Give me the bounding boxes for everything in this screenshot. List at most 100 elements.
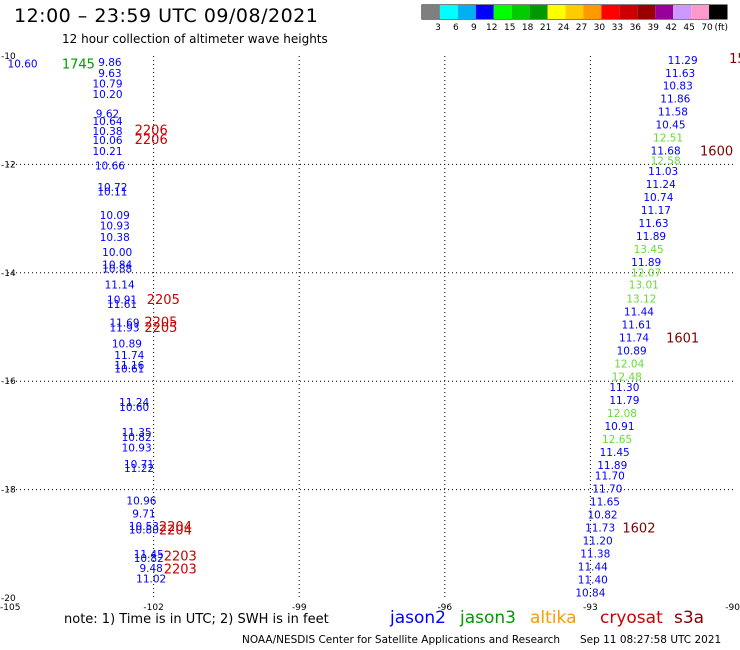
wave-height-label: 11.69	[109, 318, 139, 330]
pass-time-label: 1559	[729, 52, 740, 67]
wave-height-label: 12.07	[631, 267, 661, 279]
wave-height-label: 10.82	[588, 510, 618, 522]
wave-height-label: 11.65	[590, 497, 620, 509]
legend-altika: altika	[530, 608, 577, 628]
wave-height-label: 11.61	[107, 299, 137, 311]
colorbar-swatch	[601, 5, 620, 19]
wave-height-label: 10.93	[100, 221, 130, 233]
pass-time-label: 2203	[164, 563, 197, 578]
wave-height-label: 11.63	[665, 68, 695, 80]
wave-height-label: 10.82	[134, 553, 164, 565]
colorbar-label: 18	[522, 23, 534, 33]
wave-height-label: 10.84	[575, 588, 605, 600]
legend-jason2: jason2	[390, 608, 446, 628]
wave-height-label: 10.61	[114, 364, 144, 376]
wave-height-label: 10.72	[97, 182, 127, 194]
wave-height-label: 11.58	[658, 106, 688, 118]
x-tick-label: -105	[0, 603, 20, 613]
grid-lines	[8, 56, 736, 598]
pass-time-label: 2206	[135, 133, 168, 148]
colorbar-label: 70	[701, 23, 713, 33]
x-tick-label: -102	[143, 603, 163, 613]
wave-height-label: 11.24	[119, 397, 149, 409]
y-tick-label: -16	[1, 377, 16, 387]
colorbar-label: 6	[453, 23, 459, 33]
colorbar-swatch	[529, 5, 548, 19]
wave-height-label: 13.01	[629, 280, 659, 292]
wave-height-label: 10.66	[95, 160, 125, 172]
wave-height-label: 9.62	[96, 108, 119, 120]
wave-height-label: 11.03	[648, 166, 678, 178]
colorbar-swatch	[439, 5, 458, 19]
wave-height-label: 10.45	[655, 119, 685, 131]
colorbar-label: 39	[648, 23, 660, 33]
wave-height-label: 10.88	[102, 263, 132, 275]
wave-height-label: 11.45	[600, 447, 630, 459]
colorbar-label: 9	[471, 23, 477, 33]
pass-time-label: 2205	[144, 316, 177, 331]
wave-height-observations: 10.60 9.869.6310.7910.209.6210.6410.3810.…	[8, 55, 698, 600]
wave-height-label: 11.45	[134, 549, 164, 561]
colorbar-label: 3	[435, 23, 441, 33]
wave-height-label: 10.93	[122, 442, 152, 454]
wave-height-label: 9.71	[132, 508, 155, 520]
wave-height-label: 11.70	[592, 484, 622, 496]
wave-height-label: 10.84	[102, 260, 132, 272]
pass-time-label: 1600	[700, 144, 733, 159]
wave-height-label: 11.61	[621, 319, 651, 331]
wave-height-label: 11.44	[624, 306, 654, 318]
x-tick-label: -93	[583, 603, 598, 613]
wave-height-label: 10.71	[124, 459, 154, 471]
wave-height-label: 11.40	[578, 575, 608, 587]
y-tick-label: -20	[1, 594, 16, 604]
footer-timestamp: Sep 11 08:27:58 UTC 2021	[580, 634, 722, 646]
wave-height-label: 11.68	[651, 145, 681, 157]
wave-height-label: 10.89	[617, 345, 647, 357]
wave-height-label: 12.58	[651, 156, 681, 168]
wave-height-label: 10.60	[8, 59, 38, 71]
colorbar-swatch	[673, 5, 692, 19]
colorbar-label: 24	[558, 23, 570, 33]
colorbar-label: 12	[486, 23, 497, 33]
wave-height-label: 11.89	[636, 231, 666, 243]
wave-height-label: 9.86	[98, 57, 122, 69]
wave-height-label: 12.65	[602, 434, 632, 446]
wave-height-label: 9.63	[98, 68, 121, 80]
wave-height-label: 10.96	[126, 495, 156, 507]
wave-height-label: 11.16	[114, 360, 144, 372]
x-tick-label: -99	[292, 603, 307, 613]
pass-time-label: 2204	[159, 520, 192, 535]
legend-cryosat: cryosat	[600, 608, 663, 628]
wave-height-label: 11.38	[580, 549, 610, 561]
footer-credit: NOAA/NESDIS Center for Satellite Applica…	[242, 634, 560, 646]
wave-height-label: 11.74	[114, 350, 144, 362]
wave-height-label: 13.45	[634, 244, 664, 256]
wave-height-label: 9.48	[139, 563, 162, 575]
wave-height-label: 11.93	[109, 323, 139, 335]
wave-height-label: 13.12	[626, 293, 656, 305]
wave-height-label: 11.24	[646, 179, 676, 191]
axis-tick-labels: -105 -102 -99 -96 -93 -90 -10 -12 -14 -16 -18 -20	[0, 52, 740, 613]
chart-title: 12:00 – 23:59 UTC 09/08/2021	[14, 5, 319, 27]
colorbar-unit: (ft)	[714, 23, 728, 33]
wave-height-label: 10.38	[100, 232, 130, 244]
wave-height-label: 10.64	[92, 116, 122, 128]
wave-height-label: 12.08	[607, 408, 637, 420]
colorbar-label: 21	[540, 23, 551, 33]
pass-time-label: 2206	[135, 124, 168, 139]
wave-height-label: 11.30	[609, 382, 639, 394]
wave-height-label: 12.48	[612, 371, 642, 383]
chart-subtitle: 12 hour collection of altimeter wave hei…	[62, 32, 328, 46]
wave-height-label: 11.35	[122, 427, 152, 439]
colorbar-swatch	[637, 5, 656, 19]
legend-jason3: jason3	[460, 608, 516, 628]
pass-time-label: 1745	[62, 58, 95, 73]
pass-time-labels: 1745220622062205220522052204220422032203…	[62, 52, 740, 578]
wave-height-label: 10.89	[112, 338, 142, 350]
wave-height-label: 12.51	[653, 132, 683, 144]
wave-height-label: 11.22	[124, 463, 154, 475]
wave-height-label: 11.14	[105, 280, 135, 292]
wave-height-label: 10.00	[102, 247, 132, 259]
wave-height-label: 10.11	[97, 187, 127, 199]
